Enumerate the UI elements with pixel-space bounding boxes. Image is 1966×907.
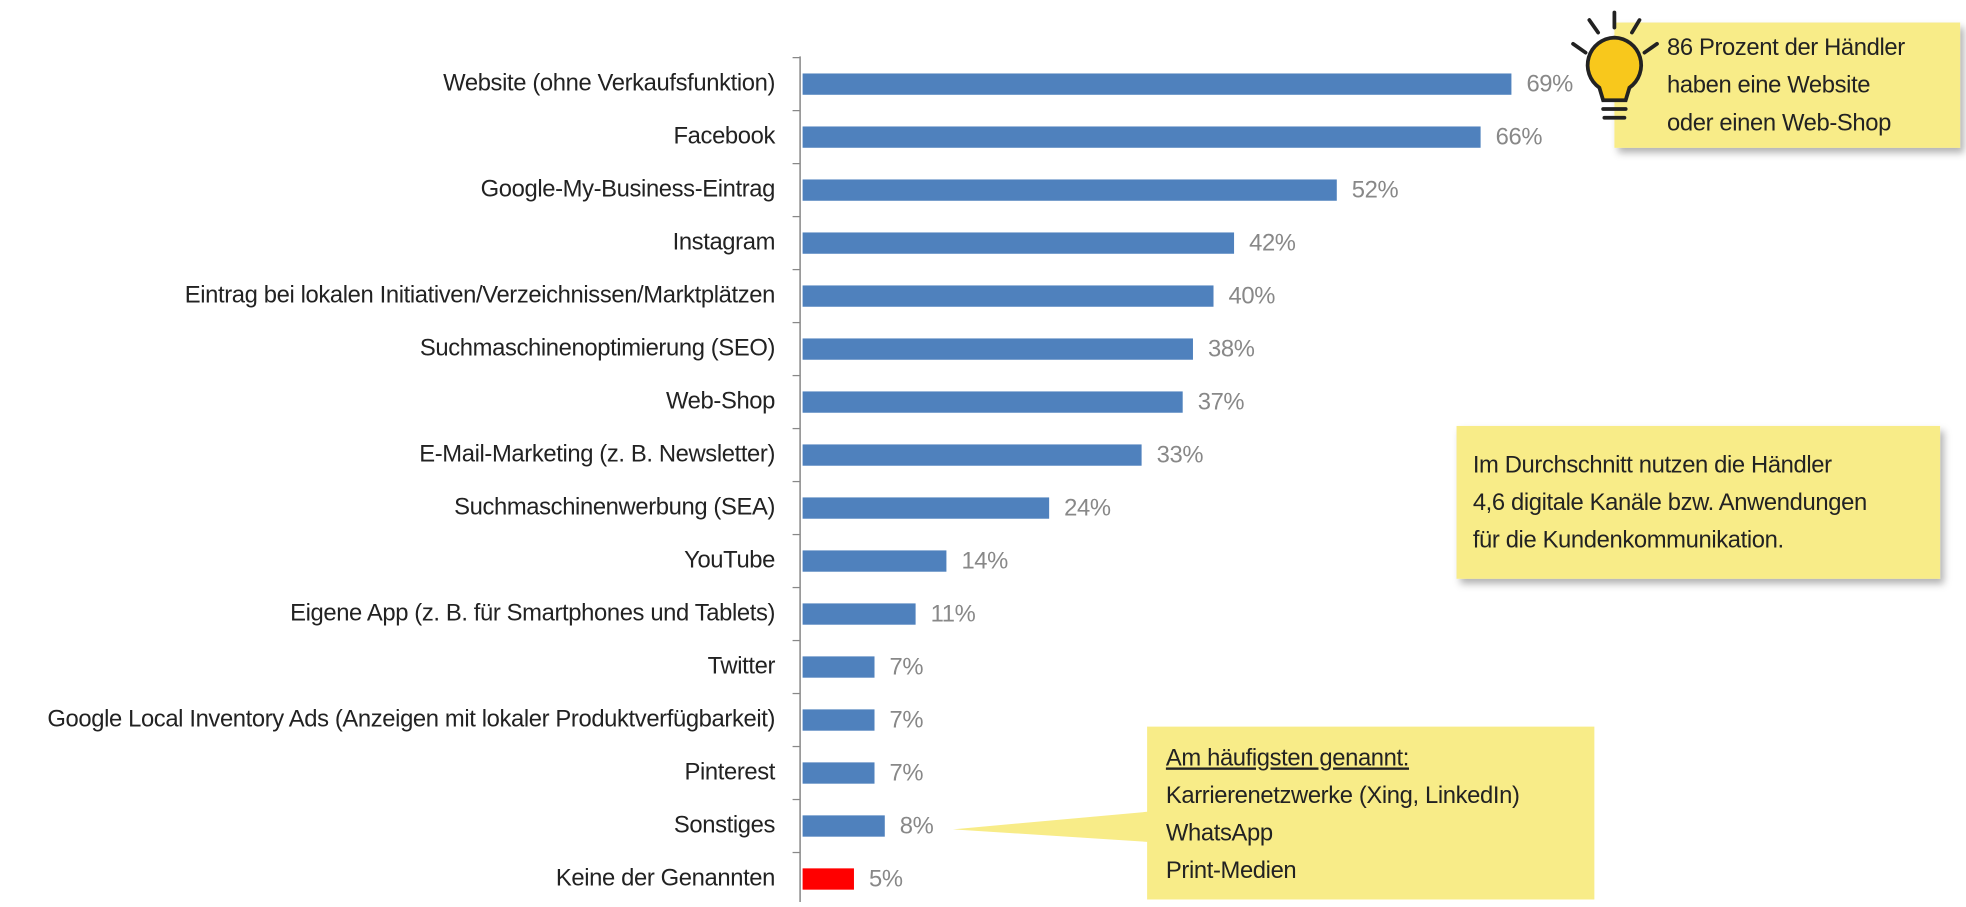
bar — [802, 656, 875, 678]
note-line: haben eine Website — [1667, 72, 1870, 99]
value-label: 69% — [1526, 71, 1573, 98]
callout-box — [952, 726, 1595, 900]
value-label: 42% — [1249, 230, 1296, 257]
value-label: 5% — [869, 866, 903, 893]
value-label: 66% — [1496, 124, 1543, 151]
value-label: 40% — [1229, 283, 1276, 310]
value-label: 8% — [900, 813, 934, 840]
y-tick-label: Website (ohne Verkaufsfunktion) — [443, 69, 775, 96]
note-line: Print-Medien — [1166, 857, 1296, 884]
y-tick-label: Twitter — [708, 652, 776, 679]
bars: Website (ohne Verkaufsfunktion) 69% Facebo… — [47, 57, 1574, 893]
bar — [802, 232, 1235, 254]
bar — [802, 762, 875, 784]
y-tick-label: Facebook — [674, 122, 776, 149]
y-tick-label: Suchmaschinenwerbung (SEA) — [454, 493, 775, 520]
note-website: 86 Prozent der Händler haben eine Websit… — [1571, 10, 1961, 148]
y-tick-label: Instagram — [673, 228, 775, 255]
bar — [802, 73, 1512, 95]
value-label: 7% — [890, 654, 924, 681]
note-line: Karrierenetzwerke (Xing, LinkedIn) — [1166, 782, 1520, 809]
note-line: Am häufigsten genannt: — [1166, 744, 1409, 771]
note-box — [1614, 22, 1961, 148]
bar — [802, 815, 885, 837]
y-tick-label: Sonstiges — [674, 811, 776, 838]
bar — [802, 338, 1193, 360]
value-label: 11% — [931, 601, 976, 628]
bar — [802, 497, 1050, 519]
value-label: 14% — [961, 548, 1008, 575]
y-tick-label: Google-My-Business-Eintrag — [481, 175, 775, 202]
value-label: 33% — [1157, 442, 1204, 469]
note-line: für die Kundenkommunikation. — [1473, 526, 1784, 553]
y-tick-label: Pinterest — [685, 758, 776, 785]
note-line: Im Durchschnitt nutzen die Händler — [1473, 451, 1832, 478]
bar — [802, 285, 1214, 307]
bar — [802, 603, 916, 625]
bar — [802, 179, 1337, 201]
value-label: 7% — [890, 760, 924, 787]
bar — [802, 550, 947, 572]
bar — [802, 868, 854, 890]
lightbulb-icon — [1571, 10, 1659, 120]
y-tick-label: Eigene App (z. B. für Smartphones und Ta… — [290, 599, 775, 626]
y-tick-label: Suchmaschinenoptimierung (SEO) — [420, 334, 775, 361]
note-line: 86 Prozent der Händler — [1667, 34, 1905, 61]
y-tick-label: Keine der Genannten — [556, 864, 775, 891]
value-label: 24% — [1064, 495, 1111, 522]
bar — [802, 126, 1481, 148]
y-tick-label: E-Mail-Marketing (z. B. Newsletter) — [419, 440, 775, 467]
value-label: 38% — [1208, 336, 1255, 363]
y-tick-label: YouTube — [684, 546, 775, 573]
note-line: oder einen Web-Shop — [1667, 109, 1891, 136]
y-tick-label: Google Local Inventory Ads (Anzeigen mit… — [47, 705, 775, 732]
note-line: 4,6 digitale Kanäle bzw. Anwendungen — [1473, 489, 1867, 516]
bar — [802, 391, 1183, 413]
y-tick-label: Web-Shop — [666, 387, 775, 414]
bar — [802, 444, 1142, 466]
note-average: Im Durchschnitt nutzen die Händler 4,6 d… — [1456, 425, 1941, 579]
note-box — [1456, 425, 1941, 579]
bar — [802, 709, 875, 731]
note-line: WhatsApp — [1166, 820, 1273, 847]
note-others: Am häufigsten genannt: Karrierenetzwerke… — [952, 726, 1595, 900]
value-label: 37% — [1198, 389, 1245, 416]
value-label: 7% — [890, 707, 924, 734]
y-tick-label: Eintrag bei lokalen Initiativen/Verzeich… — [185, 281, 775, 308]
value-label: 52% — [1352, 177, 1399, 204]
